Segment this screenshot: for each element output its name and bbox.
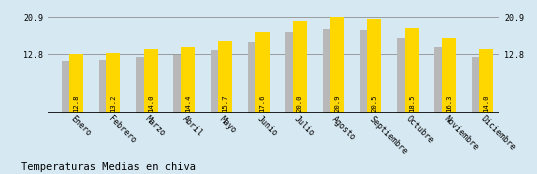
Bar bbox=[479, 49, 494, 113]
Bar bbox=[173, 55, 187, 113]
Bar bbox=[62, 61, 76, 113]
Bar bbox=[404, 28, 419, 113]
Text: 17.6: 17.6 bbox=[259, 94, 265, 112]
Bar bbox=[360, 30, 374, 113]
Text: 20.5: 20.5 bbox=[372, 94, 378, 112]
Bar bbox=[323, 29, 337, 113]
Bar bbox=[248, 42, 262, 113]
Bar bbox=[397, 38, 411, 113]
Bar bbox=[471, 57, 486, 113]
Bar bbox=[181, 47, 195, 113]
Bar bbox=[256, 32, 270, 113]
Bar bbox=[99, 60, 113, 113]
Text: 14.0: 14.0 bbox=[483, 94, 489, 112]
Bar bbox=[143, 49, 158, 113]
Bar bbox=[218, 41, 233, 113]
Text: 15.7: 15.7 bbox=[222, 94, 228, 112]
Bar bbox=[293, 21, 307, 113]
Text: 20.9: 20.9 bbox=[334, 94, 340, 112]
Text: 12.8: 12.8 bbox=[73, 94, 79, 112]
Text: 14.0: 14.0 bbox=[148, 94, 154, 112]
Text: Temperaturas Medias en chiva: Temperaturas Medias en chiva bbox=[21, 162, 197, 172]
Text: 20.0: 20.0 bbox=[297, 94, 303, 112]
Bar bbox=[367, 19, 381, 113]
Bar bbox=[69, 54, 83, 113]
Text: 16.3: 16.3 bbox=[446, 94, 452, 112]
Text: 14.4: 14.4 bbox=[185, 94, 191, 112]
Bar bbox=[106, 53, 120, 113]
Bar bbox=[442, 38, 456, 113]
Bar bbox=[136, 57, 150, 113]
Text: 18.5: 18.5 bbox=[409, 94, 415, 112]
Text: 13.2: 13.2 bbox=[111, 94, 117, 112]
Bar bbox=[434, 47, 448, 113]
Bar bbox=[211, 50, 225, 113]
Bar bbox=[285, 32, 300, 113]
Bar bbox=[330, 17, 344, 113]
